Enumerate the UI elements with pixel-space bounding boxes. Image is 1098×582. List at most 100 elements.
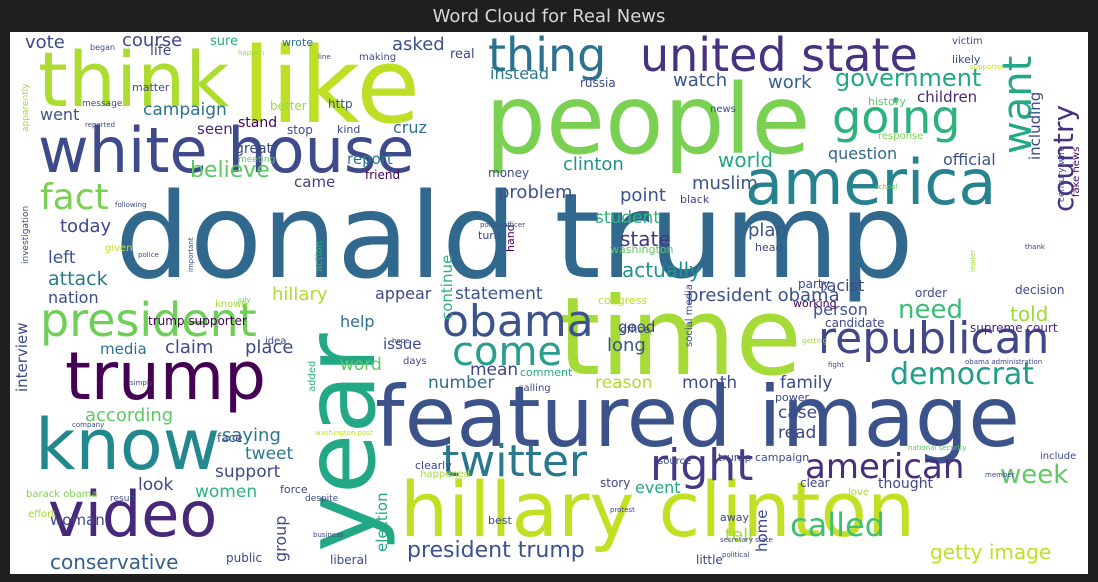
cloud-word: result [110, 494, 136, 504]
cloud-word: today [60, 216, 112, 237]
cloud-word: read [778, 423, 817, 443]
cloud-word: going [832, 90, 961, 144]
cloud-word: called [790, 506, 885, 544]
cloud-word: obama administration [965, 358, 1043, 366]
cloud-word: hope [392, 337, 410, 345]
cloud-word: story [600, 476, 631, 490]
cloud-word: school [875, 183, 898, 191]
cloud-word: getty image [930, 540, 1052, 564]
cloud-word: meeting [238, 155, 276, 165]
cloud-word: important [187, 237, 195, 272]
cloud-word: women [195, 482, 258, 502]
cloud-word: decision [1015, 283, 1065, 297]
cloud-word: public [226, 551, 263, 565]
cloud-word: america [745, 146, 997, 219]
cloud-word: president [40, 293, 257, 347]
cloud-word: believe [190, 158, 270, 183]
cloud-word: clearly [415, 459, 452, 472]
cloud-word: media [100, 340, 147, 358]
cloud-word: right [650, 440, 754, 491]
cloud-word: election [373, 492, 391, 552]
cloud-word: seen [197, 120, 233, 138]
cloud-word: attack [48, 268, 108, 290]
cloud-word: american [805, 447, 965, 487]
cloud-word: twitter [442, 436, 588, 487]
cloud-word: trump supporter [148, 314, 247, 328]
cloud-word: think [38, 35, 230, 124]
cloud-word: come [452, 329, 563, 375]
cloud-word: political [722, 551, 750, 559]
cloud-word: trump campaign [718, 451, 810, 464]
cloud-word: likely [952, 53, 981, 66]
cloud-word: know [35, 404, 220, 486]
cloud-word: obama [442, 296, 594, 347]
cloud-word: donald trump [115, 167, 914, 305]
cloud-word: news [710, 104, 736, 115]
cloud-word: work [768, 72, 812, 93]
cloud-word: reported [85, 121, 116, 129]
cloud-word: time [558, 275, 803, 400]
cloud-word: liberal [330, 553, 368, 567]
cloud-word: continue [438, 254, 456, 320]
cloud-word: money [488, 166, 530, 180]
cloud-word: getting [802, 337, 828, 345]
cloud-word: including [1026, 91, 1044, 160]
cloud-word: month [682, 373, 738, 393]
cloud-word: party [798, 277, 830, 291]
cloud-word: barack obama [26, 489, 98, 500]
cloud-word: place [245, 337, 294, 358]
cloud-word: came [294, 173, 336, 191]
cloud-word: trump [65, 338, 267, 415]
cloud-word: watch [673, 70, 728, 91]
cloud-word: president obama [687, 285, 840, 306]
cloud-word: action [314, 241, 325, 272]
cloud-word: candidate [825, 316, 885, 330]
cloud-word: republican [818, 313, 1050, 364]
cloud-word: century wire [1057, 145, 1067, 202]
cloud-word: days [403, 356, 427, 367]
cloud-word: given [105, 243, 133, 254]
cloud-word: event [635, 478, 681, 497]
cloud-word: problem [498, 182, 573, 203]
cloud-word: official [943, 150, 996, 169]
cloud-word: order [915, 286, 947, 300]
cloud-word: comment [520, 366, 573, 379]
cloud-word: social media [684, 284, 695, 347]
cloud-word: family [780, 373, 833, 393]
cloud-word: working [793, 297, 837, 310]
cloud-word: supreme court [970, 321, 1058, 335]
cloud-word: added [307, 360, 318, 392]
cloud-word: head [755, 241, 783, 254]
cloud-word: happened [420, 469, 471, 480]
cloud-word: report [347, 150, 393, 168]
cloud-word: united state [640, 32, 918, 82]
cloud-word: thing [488, 32, 607, 82]
cloud-word: supporter [970, 63, 1005, 71]
cloud-word: long [607, 335, 646, 356]
cloud-word: question [828, 144, 898, 163]
cloud-word: real [450, 47, 475, 62]
cloud-word: force [280, 483, 308, 496]
cloud-word: week [1000, 460, 1069, 490]
cloud-word: despite [305, 494, 339, 504]
cloud-word: issue [383, 335, 422, 353]
cloud-word: better [270, 99, 307, 113]
word-cloud: donald trump people time year featured i… [10, 32, 1088, 574]
cloud-word: simply [130, 379, 153, 387]
cloud-word: best [488, 514, 512, 527]
cloud-word: plan [748, 220, 787, 241]
cloud-word: great [235, 141, 273, 157]
cloud-word: black [680, 193, 710, 206]
cloud-word: fact [40, 177, 109, 218]
cloud-word: face [217, 431, 243, 445]
cloud-word: claim [165, 337, 214, 358]
cloud-word: message [82, 99, 123, 109]
cloud-word: home [753, 509, 771, 552]
cloud-word: following [115, 201, 147, 209]
cloud-word: mean [470, 360, 519, 380]
cloud-word: secretary state [720, 536, 773, 544]
cloud-word: known [215, 299, 248, 310]
cloud-word: democrat [890, 357, 1035, 392]
cloud-word: conservative [50, 550, 179, 574]
cloud-word: russia [580, 76, 616, 90]
